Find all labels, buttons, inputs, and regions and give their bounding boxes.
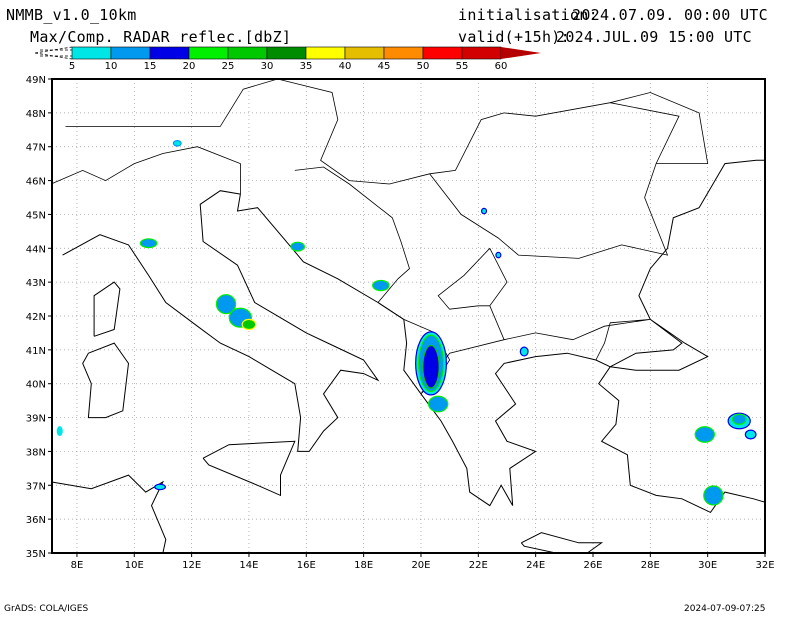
- init-value: 2024.07.09. 00:00 UTC: [572, 6, 768, 24]
- alps-border: [50, 146, 241, 195]
- lat-tick-label: 41N: [26, 346, 46, 357]
- marmara-coast: [609, 318, 709, 371]
- lon-tick-label: 32E: [755, 560, 774, 571]
- lat-tick-label: 49N: [26, 75, 46, 86]
- radar-echo: [427, 395, 449, 413]
- colorbar: 5 10 15 20 25 30 35 40 45 50 55 60: [34, 46, 541, 72]
- radar-echo: [519, 346, 529, 357]
- map-frame: [51, 78, 766, 554]
- colorbar-label: 35: [300, 61, 313, 72]
- lon-tick-label: 26E: [583, 560, 602, 571]
- valid-label: valid(+15h):: [458, 28, 570, 46]
- radar-echo: [290, 241, 306, 252]
- colorbar-label: 5: [69, 61, 75, 72]
- field-title: Max/Comp. RADAR reflec.[dbZ]: [30, 28, 292, 46]
- colorbar-label: 20: [183, 61, 196, 72]
- colorbar-label: 25: [222, 61, 235, 72]
- lon-tick-label: 28E: [641, 560, 660, 571]
- lon-tick-label: 20E: [411, 560, 430, 571]
- radar-echo: [481, 207, 488, 215]
- africa-coast: [51, 474, 167, 554]
- crete-coast: [520, 532, 604, 554]
- balkan-border: [294, 166, 651, 395]
- lon-tick-label: 8E: [71, 560, 84, 571]
- valid-value: 2024.JUL.09 15:00 UTC: [556, 28, 752, 46]
- moldova-ukraine-border: [610, 92, 709, 164]
- romania-border: [429, 102, 680, 259]
- radar-echo: [241, 318, 257, 331]
- radar-echo: [703, 485, 724, 506]
- radar-echo: [694, 426, 716, 443]
- colorbar-label: 45: [378, 61, 391, 72]
- colorbar-label: 60: [495, 61, 508, 72]
- radar-echo: [495, 251, 502, 259]
- black-sea-coast: [638, 159, 765, 320]
- sicily-coast: [202, 440, 296, 497]
- bulgaria-border: [437, 248, 508, 340]
- init-label: initialisation:: [458, 6, 598, 24]
- lat-tick-label: 38N: [26, 447, 46, 458]
- lon-tick-label: 24E: [526, 560, 545, 571]
- radar-echo: [731, 413, 747, 425]
- radar-echo: [172, 140, 182, 147]
- italy-coast: [62, 190, 380, 452]
- lat-tick-label: 44N: [26, 244, 46, 255]
- lat-tick-label: 47N: [26, 143, 46, 154]
- colorbar-label: 10: [105, 61, 118, 72]
- lat-tick-label: 35N: [26, 549, 46, 560]
- radar-echo: [744, 429, 757, 440]
- lat-tick-label: 46N: [26, 177, 46, 188]
- balkan-coast: [236, 194, 766, 514]
- footer-credit: GrADS: COLA/IGES: [4, 604, 89, 614]
- lat-tick-label: 39N: [26, 414, 46, 425]
- colorbar-label: 30: [261, 61, 274, 72]
- lat-tick-label: 36N: [26, 515, 46, 526]
- radar-echo: [422, 344, 440, 389]
- lon-tick-label: 30E: [698, 560, 717, 571]
- central-europe-border: [65, 78, 505, 185]
- colorbar-label: 55: [456, 61, 469, 72]
- lat-tick-label: 48N: [26, 109, 46, 120]
- radar-echo: [372, 279, 390, 292]
- lat-tick-label: 43N: [26, 278, 46, 289]
- radar-echo: [215, 294, 237, 315]
- lat-tick-label: 42N: [26, 312, 46, 323]
- lon-tick-label: 16E: [297, 560, 316, 571]
- footer-timestamp: 2024-07-09-07:25: [684, 604, 766, 614]
- model-title: NMMB_v1.0_10km: [6, 6, 137, 24]
- colorbar-label: 15: [144, 61, 157, 72]
- lat-tick-label: 45N: [26, 210, 46, 221]
- lon-tick-label: 14E: [239, 560, 258, 571]
- radar-echo: [56, 426, 63, 437]
- corsica-coast: [93, 281, 121, 337]
- lat-tick-label: 37N: [26, 481, 46, 492]
- map-plot: 8E 10E 12E 14E 16E 18E 20E 22E 24E 26E 28E 30E 32E 35…: [26, 75, 775, 571]
- lat-tick-label: 40N: [26, 380, 46, 391]
- sardinia-coast: [82, 342, 130, 419]
- lon-tick-label: 10E: [125, 560, 144, 571]
- lon-tick-label: 12E: [182, 560, 201, 571]
- colorbar-label: 40: [339, 61, 352, 72]
- radar-echo: [139, 238, 158, 249]
- colorbar-upper-triangle: [501, 47, 541, 59]
- radar-echo: [154, 483, 166, 491]
- lon-tick-label: 22E: [469, 560, 488, 571]
- colorbar-label: 50: [417, 61, 430, 72]
- lon-tick-label: 18E: [354, 560, 373, 571]
